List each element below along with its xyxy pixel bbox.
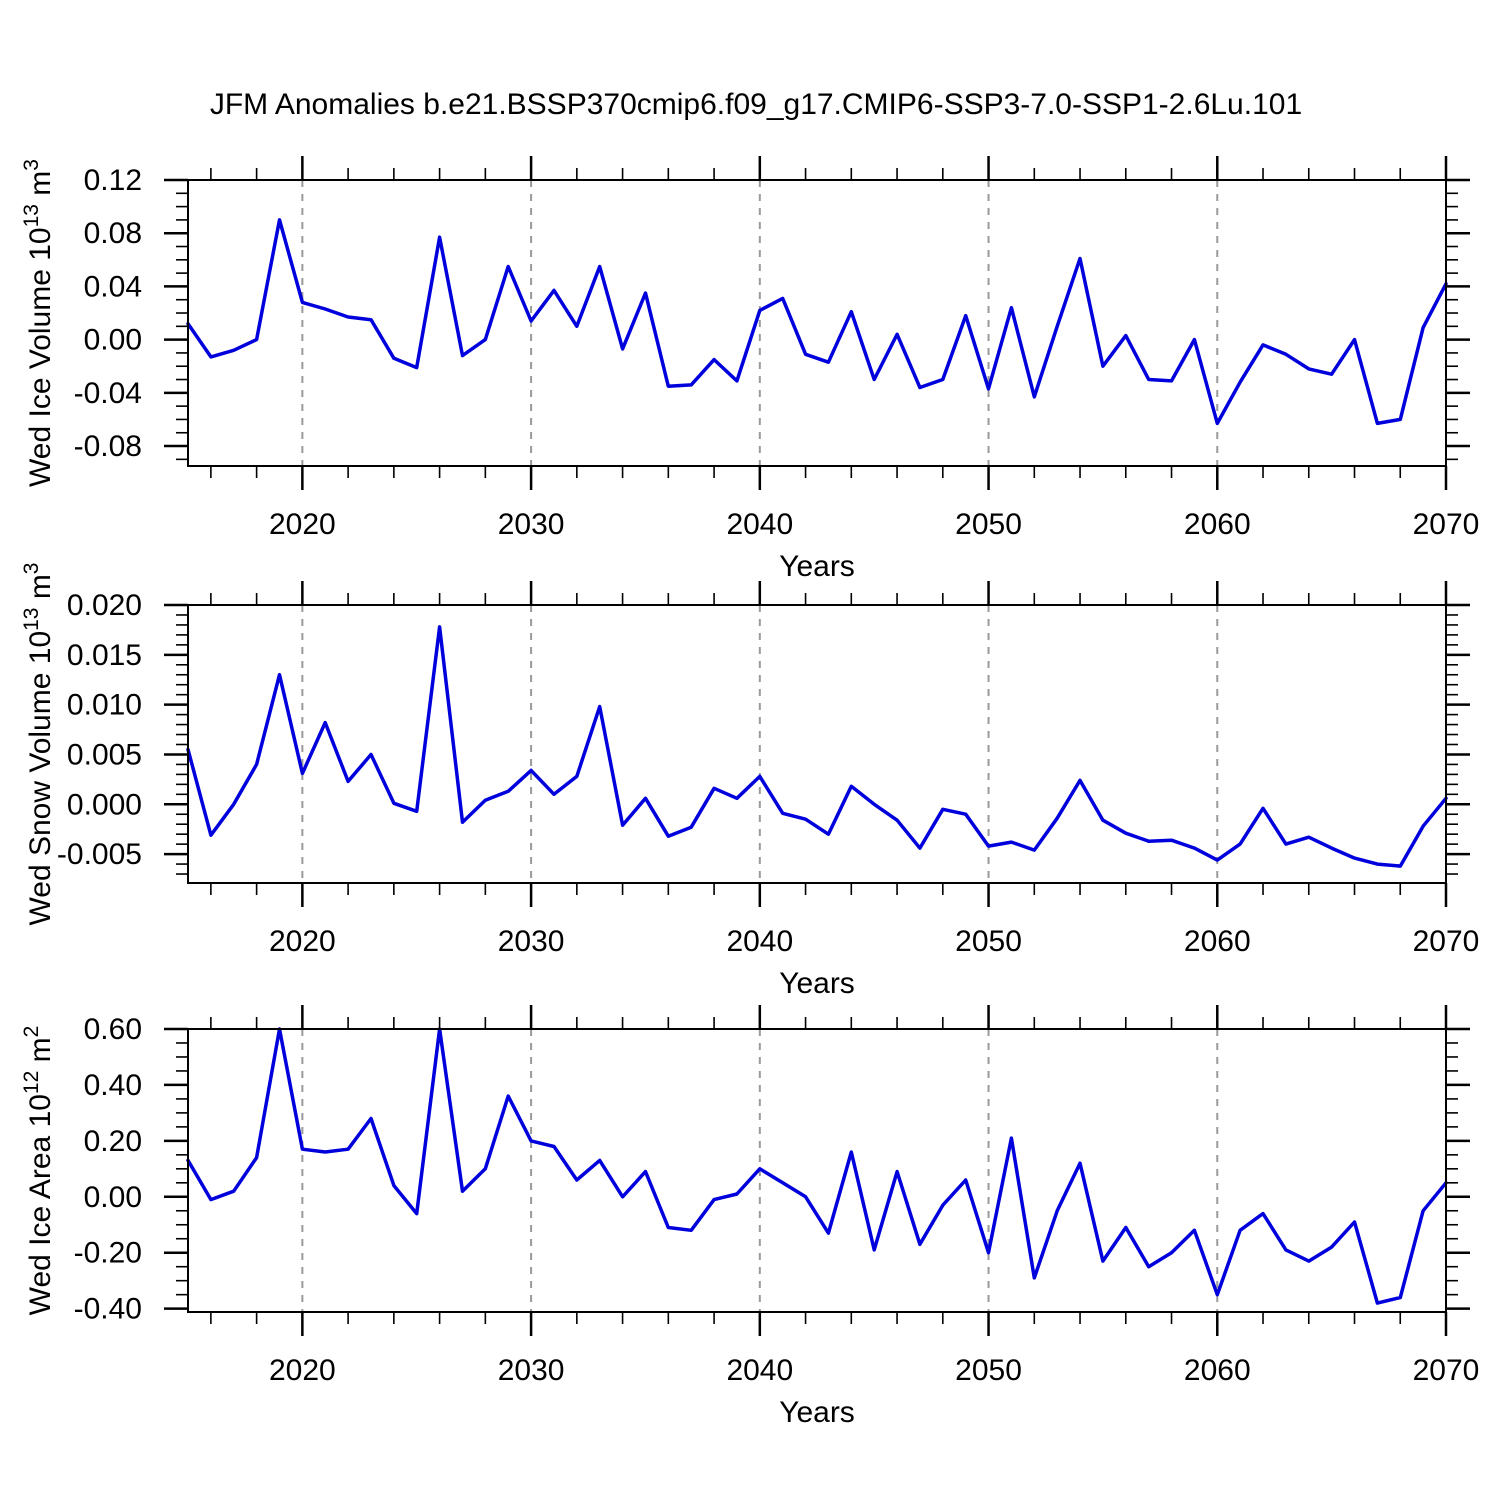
y-tick-label: 0.000: [67, 788, 142, 821]
axis-frame: [187, 179, 1447, 467]
y-tick-label: 0.005: [67, 738, 142, 771]
y-tick-label: -0.40: [74, 1293, 142, 1326]
x-axis-title: Years: [779, 967, 855, 1000]
x-tick-label: 2040: [726, 925, 793, 958]
x-tick-label: 2030: [498, 1354, 565, 1387]
axis-frame: [187, 1028, 1447, 1313]
y-tick-label: 0.04: [84, 270, 142, 303]
x-tick-label: 2040: [726, 508, 793, 541]
axis-frame: [187, 604, 1447, 884]
y-axis-title: Wed Snow Volume 1013 m3: [20, 563, 57, 926]
y-tick-label: -0.08: [74, 430, 142, 463]
y-tick-label: 0.20: [84, 1125, 142, 1158]
x-tick-label: 2020: [269, 925, 336, 958]
y-tick-label: 0.12: [84, 164, 142, 197]
x-tick-label: 2060: [1184, 1354, 1251, 1387]
x-tick-label: 2070: [1413, 508, 1480, 541]
y-tick-label: 0.020: [67, 589, 142, 622]
x-tick-label: 2030: [498, 508, 565, 541]
y-axis-title: Wed Ice Area 1012 m2: [20, 1026, 57, 1316]
x-tick-label: 2070: [1413, 1354, 1480, 1387]
y-tick-label: 0.015: [67, 639, 142, 672]
y-axis-title: Wed Ice Volume 1013 m3: [20, 159, 57, 487]
y-tick-label: 0.40: [84, 1069, 142, 1102]
y-tick-label: 0.00: [84, 324, 142, 357]
data-line-snow-volume: [186, 625, 1448, 868]
x-tick-label: 2050: [955, 925, 1022, 958]
x-tick-label: 2040: [726, 1354, 793, 1387]
x-tick-label: 2060: [1184, 925, 1251, 958]
y-tick-label: -0.20: [74, 1237, 142, 1270]
y-tick-label: 0.00: [84, 1181, 142, 1214]
x-tick-label: 2030: [498, 925, 565, 958]
y-tick-label: -0.005: [57, 838, 142, 871]
x-tick-label: 2060: [1184, 508, 1251, 541]
x-tick-label: 2020: [269, 508, 336, 541]
x-axis-title: Years: [779, 550, 855, 583]
panel-ice-volume: 0.12 0.08 0.04 0.00 -0.04 -0.08 2020 2030 2040 20…: [20, 156, 1479, 583]
y-tick-label: -0.04: [74, 377, 142, 410]
y-tick-label: 0.010: [67, 689, 142, 722]
x-tick-label: 2020: [269, 1354, 336, 1387]
data-line-ice-area: [186, 1027, 1448, 1305]
x-tick-label: 2070: [1413, 925, 1480, 958]
y-tick-label: 0.60: [84, 1013, 142, 1046]
chart-title: JFM Anomalies b.e21.BSSP370cmip6.f09_g17…: [209, 88, 1303, 121]
panel-ice-area: 0.60 0.40 0.20 0.00 -0.20 -0.40 2020 2030 2040 20…: [20, 1005, 1479, 1429]
data-line-ice-volume: [186, 218, 1448, 426]
x-tick-label: 2050: [955, 1354, 1022, 1387]
panel-snow-volume: 0.020 0.015 0.010 0.005 0.000 -0.005 2020 2030 2…: [20, 563, 1479, 1001]
x-tick-label: 2050: [955, 508, 1022, 541]
x-axis-title: Years: [779, 1396, 855, 1429]
y-tick-label: 0.08: [84, 217, 142, 250]
